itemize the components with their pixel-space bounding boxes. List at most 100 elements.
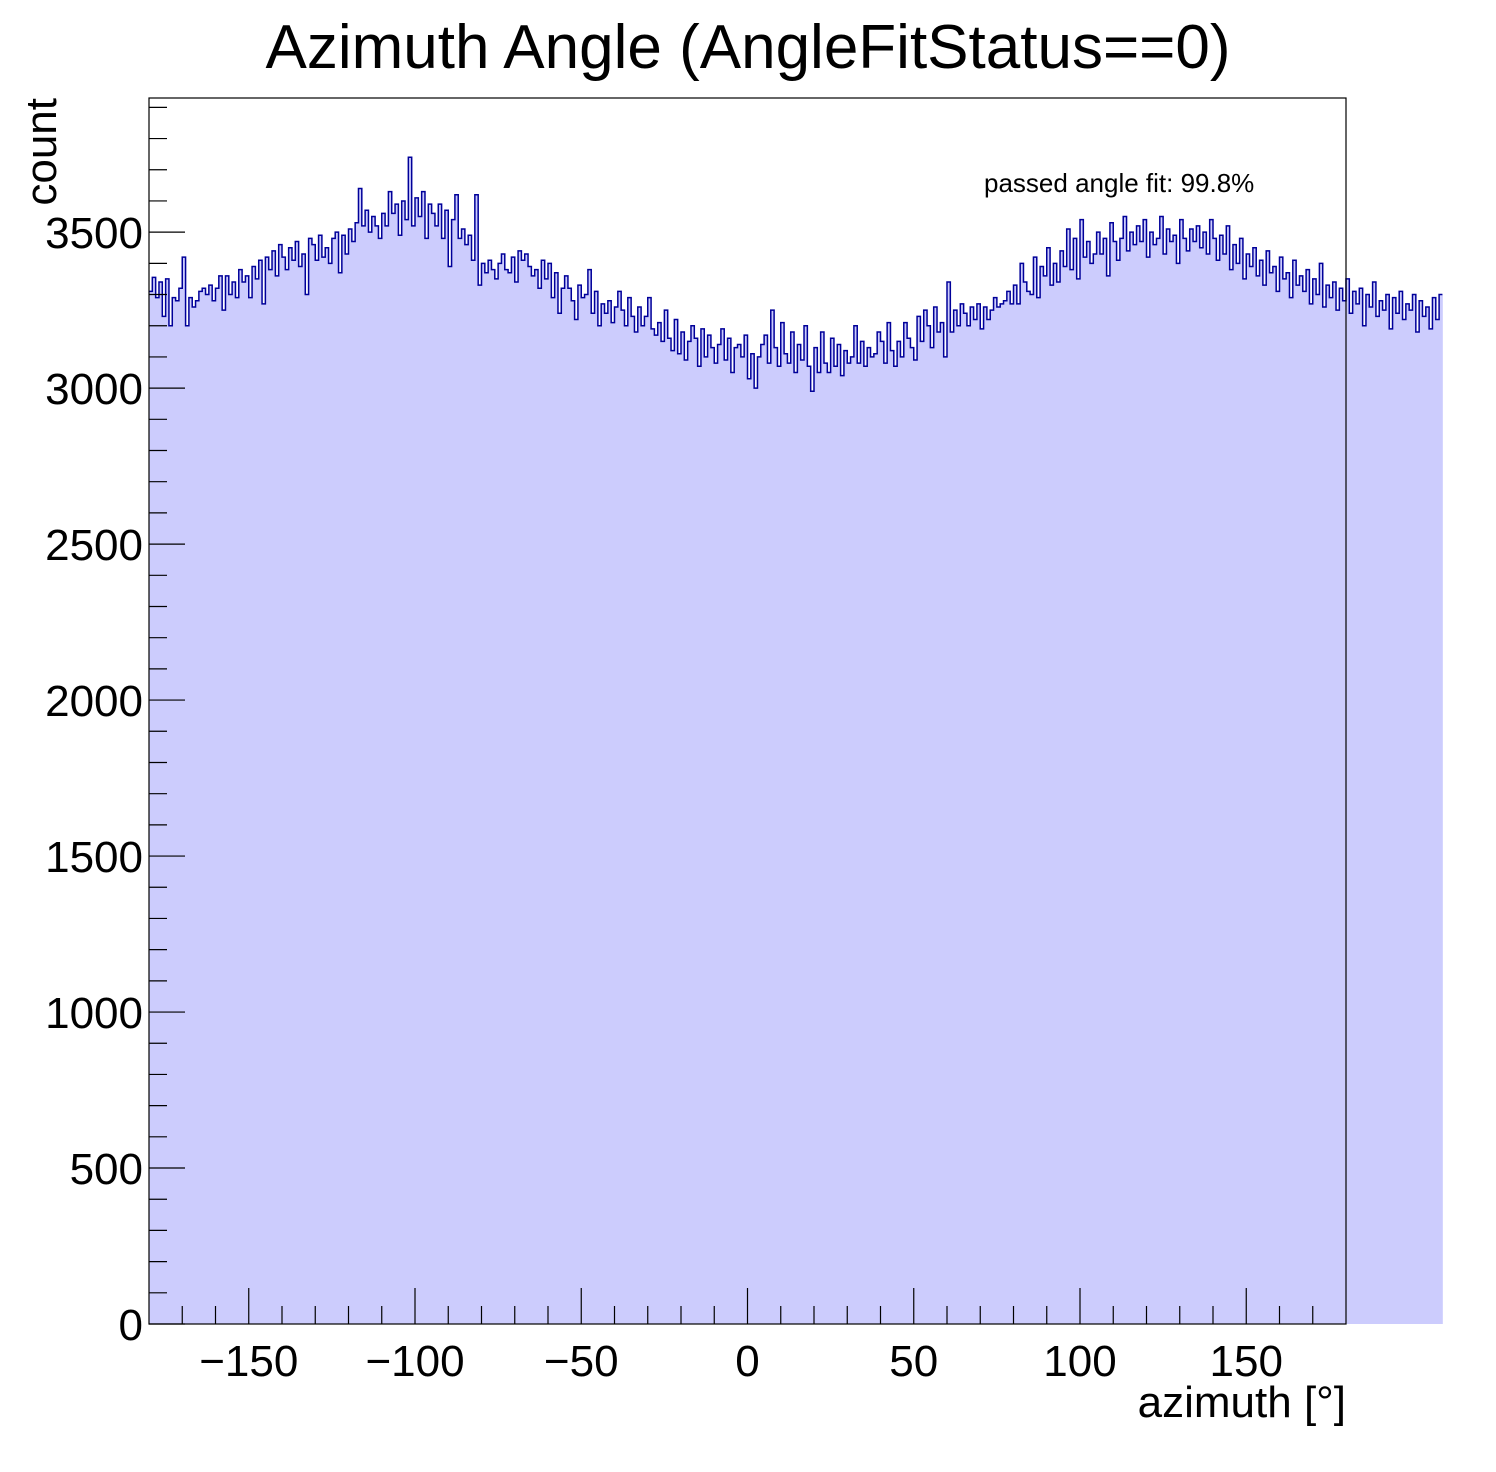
histogram-bar bbox=[900, 356, 905, 1324]
histogram-bar bbox=[684, 360, 689, 1325]
histogram-bar bbox=[348, 229, 353, 1324]
y-tick-label: 3000 bbox=[45, 365, 143, 414]
histogram-bar bbox=[860, 341, 865, 1324]
histogram-bar bbox=[1379, 300, 1383, 1324]
histogram-bar bbox=[707, 335, 712, 1324]
histogram-bar bbox=[1123, 216, 1127, 1324]
histogram-bar bbox=[1080, 219, 1084, 1325]
histogram-bar bbox=[677, 353, 682, 1324]
histogram-bar bbox=[1099, 253, 1104, 1325]
histogram-bar bbox=[990, 310, 994, 1324]
histogram-bar bbox=[1113, 241, 1117, 1325]
histogram-bar bbox=[351, 241, 356, 1325]
histogram-bar bbox=[1349, 313, 1354, 1324]
histogram-bar bbox=[937, 331, 941, 1324]
histogram-bar bbox=[1149, 232, 1154, 1325]
histogram-bar bbox=[358, 188, 363, 1324]
histogram-bar bbox=[1126, 250, 1131, 1324]
histogram-bar bbox=[634, 331, 639, 1324]
histogram-bar bbox=[1040, 266, 1044, 1324]
histogram-bar bbox=[664, 310, 669, 1324]
histogram-bar bbox=[1342, 300, 1347, 1324]
histogram-bar bbox=[690, 325, 695, 1324]
histogram-bar bbox=[428, 204, 433, 1324]
histogram-bar bbox=[823, 363, 828, 1324]
histogram-bar bbox=[777, 366, 782, 1324]
histogram-bar bbox=[647, 297, 652, 1324]
histogram-bar bbox=[444, 210, 449, 1325]
histogram-bar bbox=[1375, 316, 1380, 1325]
histogram-bar bbox=[501, 253, 506, 1325]
histogram-bar bbox=[468, 235, 472, 1324]
histogram-bar bbox=[760, 344, 765, 1324]
histogram-bar bbox=[195, 300, 200, 1324]
histogram-bar bbox=[607, 300, 612, 1324]
histogram-bar bbox=[238, 269, 243, 1324]
histogram-bar bbox=[820, 331, 825, 1324]
y-axis: 0 500 1000 1500 2000 2500 3000 3500 bbox=[45, 106, 185, 1350]
histogram-bar bbox=[1425, 307, 1430, 1325]
histogram-bar bbox=[1030, 294, 1034, 1324]
histogram-bar bbox=[1405, 303, 1410, 1324]
histogram-bar bbox=[272, 250, 276, 1324]
histogram-bar bbox=[1249, 266, 1254, 1324]
histogram-bar bbox=[225, 275, 230, 1325]
histogram-bar bbox=[464, 244, 469, 1325]
histogram-bar bbox=[1299, 275, 1304, 1325]
histogram-bar bbox=[1159, 216, 1164, 1324]
x-tick-label: 150 bbox=[1210, 1337, 1283, 1386]
histogram-bar bbox=[1056, 282, 1061, 1325]
histogram-bar bbox=[927, 325, 931, 1324]
x-tick-label: −100 bbox=[365, 1337, 464, 1386]
y-axis-label: count bbox=[17, 98, 66, 206]
histogram-bar bbox=[474, 194, 479, 1324]
histogram-bar bbox=[837, 344, 841, 1324]
histogram-bar bbox=[1146, 257, 1151, 1324]
histogram-bar bbox=[1006, 291, 1011, 1324]
histogram-bar bbox=[1246, 253, 1250, 1325]
histogram-bar bbox=[611, 322, 615, 1324]
histogram-bar bbox=[1193, 241, 1197, 1325]
histogram-bar bbox=[784, 353, 788, 1324]
histogram-bar bbox=[800, 360, 805, 1325]
histogram-bar bbox=[1242, 278, 1247, 1324]
histogram-bar bbox=[641, 325, 645, 1324]
histogram-bar bbox=[1289, 297, 1294, 1324]
histogram-bar bbox=[504, 269, 509, 1324]
histogram-bar bbox=[953, 310, 958, 1324]
histogram-bar bbox=[548, 263, 552, 1325]
histogram-bar bbox=[564, 275, 569, 1325]
histogram-bar bbox=[681, 331, 685, 1324]
histogram-bar bbox=[1306, 269, 1310, 1324]
histogram-bar bbox=[870, 356, 875, 1324]
histogram-bar bbox=[185, 325, 190, 1324]
histogram-bar bbox=[1179, 219, 1184, 1325]
histogram-bar bbox=[814, 347, 818, 1324]
histogram-bar bbox=[740, 356, 745, 1324]
histogram-bar bbox=[282, 257, 286, 1324]
histogram-bar bbox=[631, 316, 635, 1325]
histogram-bar bbox=[754, 388, 758, 1324]
histogram-bar bbox=[1239, 238, 1244, 1324]
histogram-bar bbox=[1262, 285, 1267, 1325]
histogram-bar bbox=[960, 303, 965, 1324]
histogram-bar bbox=[1176, 263, 1181, 1325]
histogram-bar bbox=[980, 328, 984, 1325]
x-axis: −150 −100 −50 0 50 100 150 bbox=[181, 1288, 1314, 1386]
histogram-bar bbox=[1116, 260, 1121, 1324]
histogram-bar bbox=[1385, 294, 1390, 1324]
histogram-bar bbox=[461, 229, 466, 1324]
histogram-bar bbox=[787, 363, 792, 1324]
x-axis-label: azimuth [°] bbox=[1138, 1378, 1346, 1427]
histogram-bar bbox=[561, 288, 566, 1324]
histogram-bar bbox=[1259, 260, 1264, 1324]
histogram-bar bbox=[750, 353, 755, 1324]
histogram-bar bbox=[617, 291, 622, 1324]
histogram-bar bbox=[1419, 300, 1423, 1324]
histogram-bar bbox=[704, 356, 708, 1324]
histogram-bar bbox=[441, 238, 446, 1324]
histogram-bar bbox=[1382, 310, 1387, 1324]
histogram-bar bbox=[797, 344, 802, 1324]
histogram-bar bbox=[381, 213, 386, 1325]
histogram-bar bbox=[804, 325, 808, 1324]
